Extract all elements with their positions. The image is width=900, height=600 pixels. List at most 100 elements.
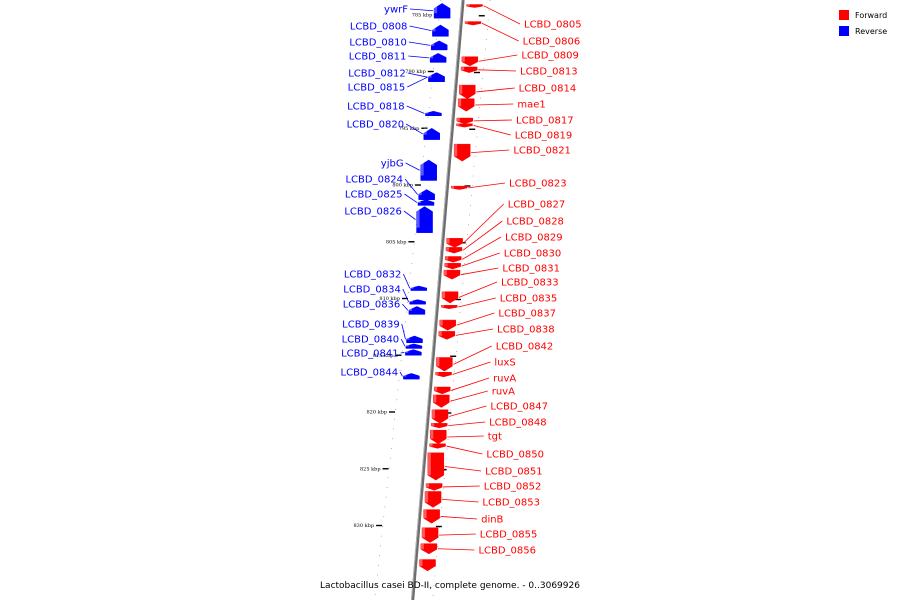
- forward-gene-ruvA: [433, 394, 450, 408]
- reverse-leader-line: [405, 162, 420, 171]
- tick-label: 830 kbp: [354, 523, 375, 529]
- reverse-gene-LCBD_0810: [430, 40, 448, 51]
- forward-gene-LCBD_0851: [427, 452, 445, 481]
- reverse-leader-line: [401, 303, 409, 311]
- reverse-gene-LCBD_0820: [423, 127, 440, 140]
- legend-forward-label: Forward: [855, 11, 887, 20]
- legend-forward-swatch: [839, 10, 849, 20]
- forward-gene-label: LCBD_0817: [516, 116, 574, 127]
- forward-gene-LCBD_0819: [456, 123, 473, 128]
- forward-leader-line: [458, 297, 496, 308]
- tick-label: 790 kbp: [405, 69, 426, 75]
- tick-label: 805 kbp: [386, 239, 407, 245]
- forward-gene-dinB: [423, 509, 440, 524]
- legend-reverse-label: Reverse: [855, 27, 887, 36]
- forward-gene-label: LCBD_0847: [490, 402, 548, 413]
- forward-gene-label: LCBD_0835: [500, 294, 558, 305]
- reverse-gene-label: LCBD_0832: [344, 270, 402, 281]
- gene-shade: [466, 4, 470, 7]
- forward-gene-ruvA: [433, 386, 451, 395]
- tick-label: 795 kbp: [399, 126, 420, 132]
- gene-shade: [409, 299, 413, 303]
- tick-label: 820 kbp: [366, 410, 387, 416]
- reverse-gene-label: LCBD_0834: [343, 285, 401, 296]
- gene-shade: [435, 372, 439, 375]
- forward-leader-line: [476, 87, 515, 93]
- forward-gene-LCBD_0856: [420, 543, 438, 555]
- reverse-leader-line: [409, 25, 432, 32]
- forward-leader-line: [443, 485, 480, 488]
- gene-shade: [465, 21, 469, 24]
- reverse-leader-line: [404, 193, 418, 203]
- gene-shade: [451, 186, 455, 189]
- forward-gene-label: LCBD_0827: [508, 200, 566, 211]
- forward-gene-LCBD_0821: [453, 143, 471, 162]
- gene-shade: [454, 144, 458, 157]
- forward-gene-label: LCBD_0848: [489, 418, 547, 429]
- gene-shade: [442, 291, 446, 299]
- reverse-leader-line: [404, 178, 418, 195]
- forward-gene-LCBD_0831: [443, 269, 461, 280]
- reverse-gene-LCBD_0834: [409, 299, 426, 305]
- forward-gene-LCBD_0817: [456, 117, 474, 124]
- reverse-leader-line: [408, 55, 430, 59]
- forward-gene-LCBD_0837: [439, 319, 456, 331]
- gene-shade: [430, 53, 434, 59]
- reverse-gene-label: LCBD_0839: [342, 320, 400, 331]
- reverse-gene-LCBD_0826: [416, 206, 433, 233]
- reverse-gene-LCBD_0840: [405, 343, 423, 349]
- forward-gene-label: LCBD_0852: [484, 482, 542, 493]
- forward-gene-label: ruvA: [493, 374, 516, 385]
- forward-gene-label: LCBD_0853: [482, 498, 540, 509]
- gene-shade: [456, 123, 460, 126]
- gene-shade: [429, 443, 433, 447]
- gene-shade: [410, 286, 414, 289]
- reverse-leader-line: [400, 338, 406, 347]
- gene-shade: [434, 387, 438, 391]
- forward-leader-line: [444, 466, 482, 472]
- forward-gene-luxS: [435, 372, 452, 378]
- tick-label: 785 kbp: [412, 12, 433, 18]
- reverse-leader-line: [407, 72, 428, 78]
- reverse-gene-label: LCBD_0824: [345, 175, 403, 186]
- forward-gene-label: LCBD_0828: [506, 217, 564, 228]
- forward-gene-LCBD_0827: [446, 238, 463, 248]
- forward-gene-LCBD_0809: [461, 56, 479, 67]
- gene-shade: [444, 263, 448, 267]
- forward-gene-label: LCBD_0823: [509, 179, 567, 190]
- forward-leader-line: [442, 499, 479, 503]
- forward-gene-label: LCBD_0855: [480, 530, 538, 541]
- gene-shade: [430, 430, 434, 439]
- reverse-gene-LCBD_0832: [410, 285, 428, 291]
- gene-shade: [443, 270, 447, 276]
- gene-shade: [423, 128, 427, 135]
- gene-shade: [456, 118, 460, 122]
- forward-leader-line: [461, 252, 500, 267]
- forward-gene-tgt: [430, 429, 447, 445]
- gene-shade: [420, 160, 424, 176]
- forward-gene-LCBD_0829: [444, 256, 462, 263]
- forward-gene-LCBD_0813: [460, 66, 478, 73]
- forward-gene-LCBD_0835: [440, 305, 458, 309]
- forward-gene-LCBD_0814: [459, 84, 476, 100]
- forward-gene-label: tgt: [488, 432, 502, 443]
- gene-shade: [433, 394, 437, 403]
- reverse-gene-label: LCBD_0812: [348, 69, 406, 80]
- forward-gene-label: LCBD_0814: [519, 84, 577, 95]
- tick-label: 800 kbp: [392, 183, 413, 189]
- reverse-leader-line: [407, 76, 428, 88]
- forward-gene-label: LCBD_0819: [515, 131, 573, 142]
- reverse-gene-LCBD_0808: [432, 24, 449, 37]
- forward-leader-line: [453, 345, 492, 365]
- reverse-gene-label: yjbG: [381, 159, 404, 170]
- gene-shade: [461, 66, 465, 71]
- genes-layer: [403, 3, 483, 572]
- reverse-gene-label: LCBD_0818: [347, 102, 405, 113]
- forward-gene-LCBD_0847: [431, 409, 449, 424]
- tick-label: 815 kbp: [373, 353, 394, 359]
- forward-gene-label: LCBD_0850: [486, 450, 544, 461]
- gene-shade: [406, 335, 410, 340]
- gene-shade: [432, 24, 436, 32]
- forward-leader-line: [458, 281, 498, 298]
